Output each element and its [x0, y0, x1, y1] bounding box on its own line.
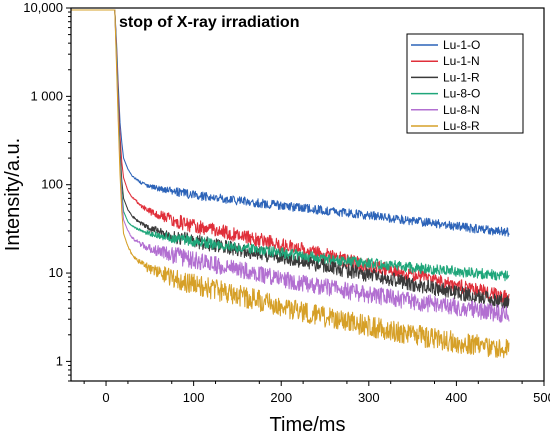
legend-label: Lu-1-N: [443, 54, 480, 68]
series-line-lu-1-n: [71, 9, 510, 305]
y-tick-label: 10: [49, 265, 63, 280]
annotation-label: stop of X-ray irradiation: [119, 14, 299, 31]
y-tick-label: 100: [41, 177, 63, 192]
x-tick-label: 0: [102, 390, 109, 405]
plot-layer: [71, 9, 510, 359]
legend-box: [406, 33, 524, 134]
axis-layer: 0 100 200 300 400 500 1 10 100 1 000 10,000: [23, 0, 550, 405]
legend-label: Lu-1-R: [443, 70, 480, 84]
x-tick-label: 300: [358, 390, 380, 405]
series-line-lu-8-n: [71, 9, 510, 323]
legend-label: Lu-1-O: [443, 38, 480, 52]
x-tick-label: 500: [533, 390, 550, 405]
y-axis-title: Intensity/a.u.: [2, 138, 24, 251]
legend: Lu-1-O Lu-1-N Lu-1-R Lu-8-O Lu-8-N Lu-8-R: [406, 33, 524, 134]
legend-label: Lu-8-R: [443, 119, 480, 133]
y-tick-label: 1 000: [30, 88, 63, 103]
series-line-lu-8-o: [71, 9, 510, 282]
legend-label: Lu-8-O: [443, 87, 480, 101]
x-tick-label: 100: [183, 390, 205, 405]
series-line-lu-8-r: [71, 9, 510, 359]
legend-label: Lu-8-N: [443, 103, 480, 117]
y-tick-label: 10,000: [23, 0, 63, 15]
plot-frame: [70, 7, 545, 382]
series-line-lu-1-o: [71, 9, 510, 237]
x-tick-label: 200: [270, 390, 292, 405]
y-tick-label: 1: [56, 353, 63, 368]
x-axis-title: Time/ms: [270, 414, 346, 436]
x-tick-label: 400: [446, 390, 468, 405]
